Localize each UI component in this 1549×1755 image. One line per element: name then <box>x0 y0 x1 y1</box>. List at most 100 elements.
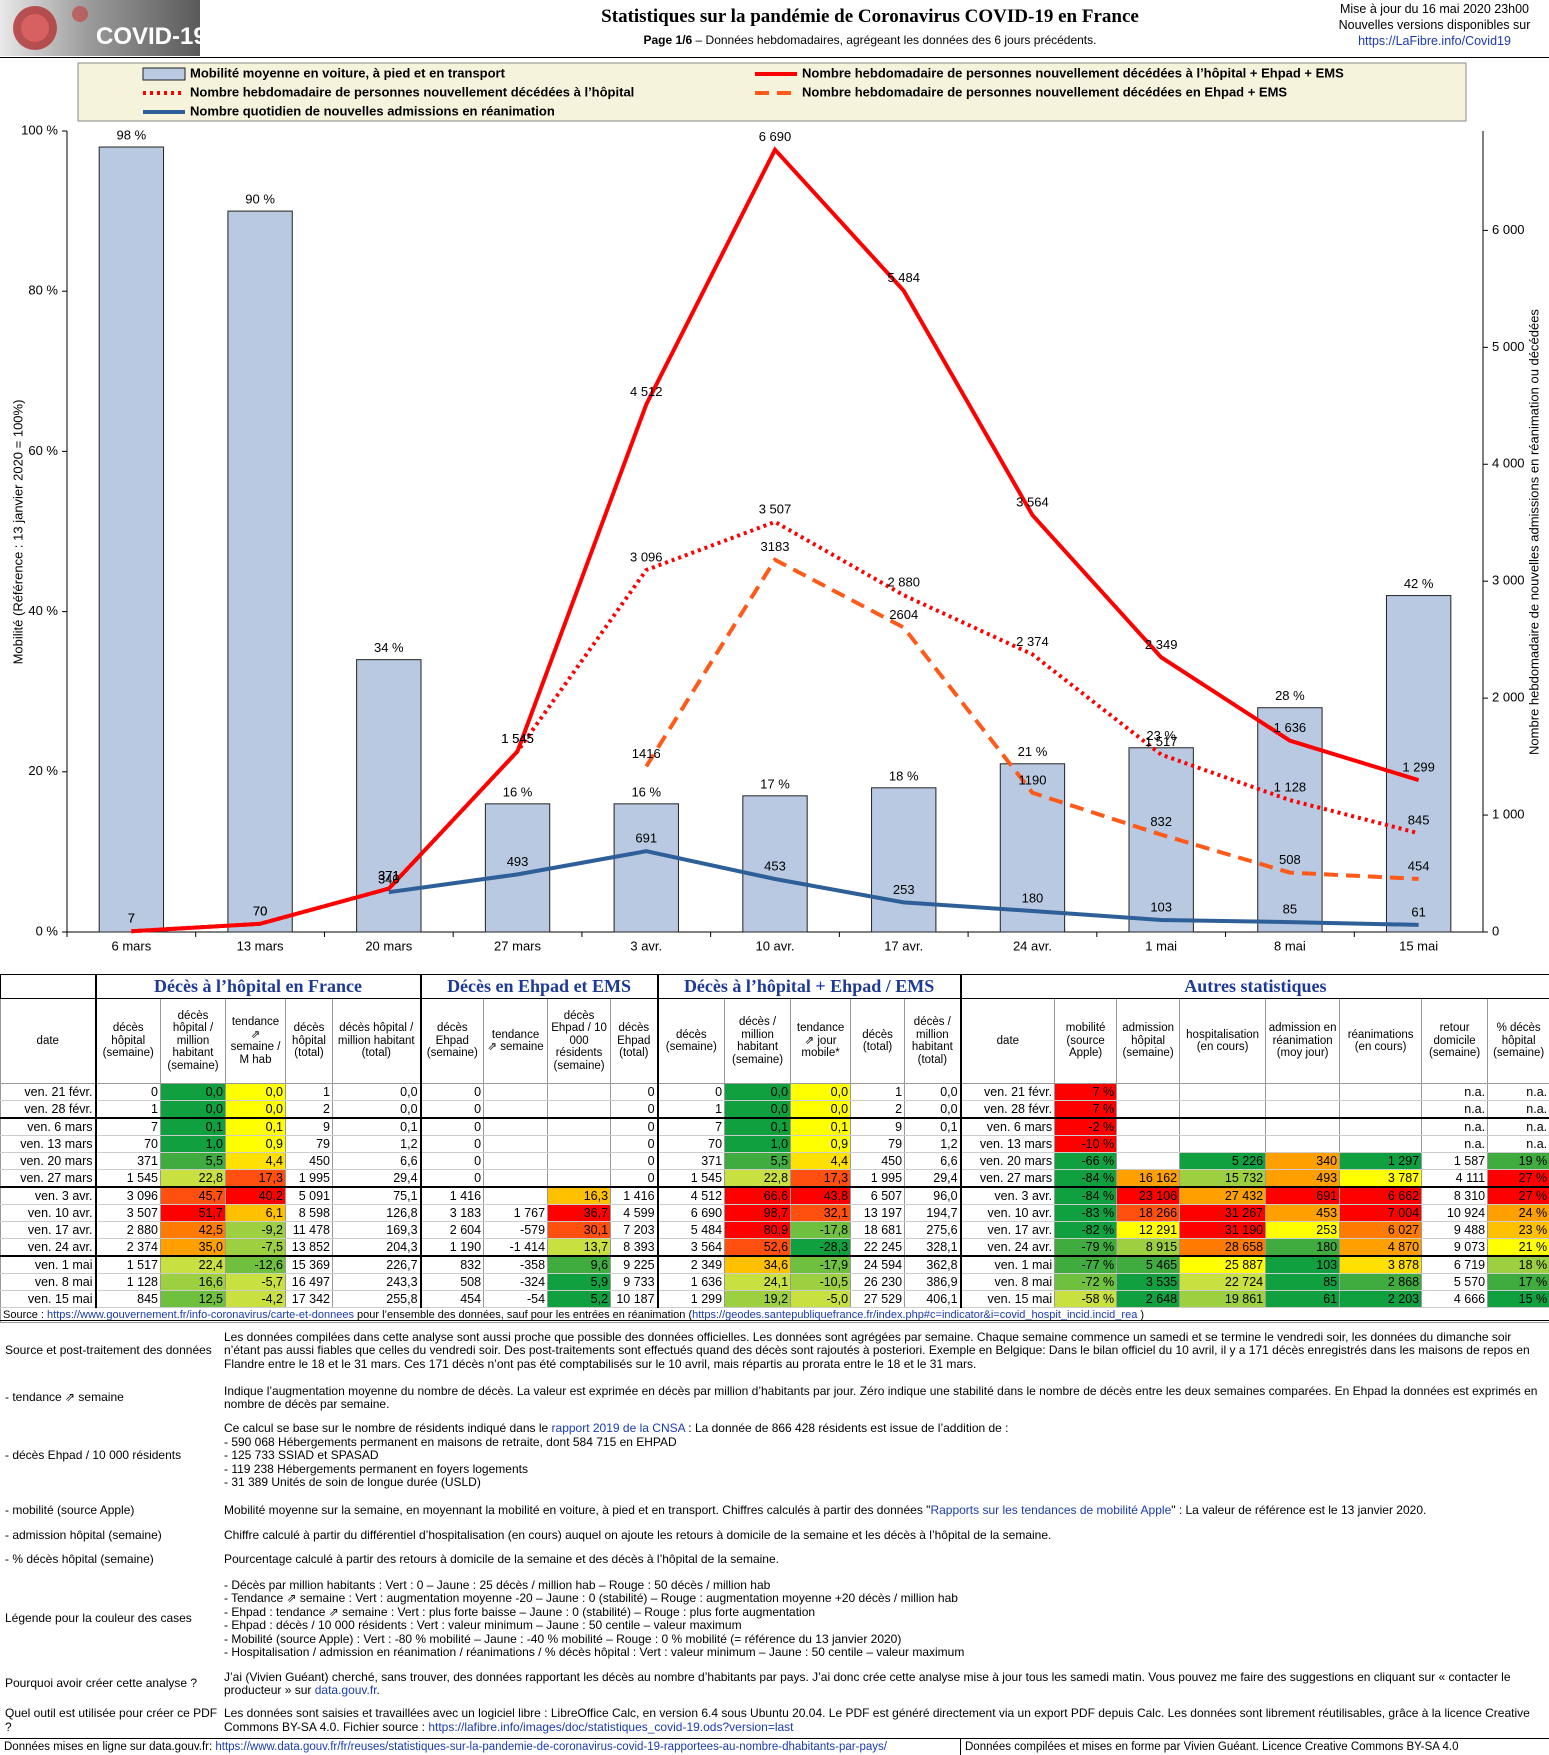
table-row: ven. 6 mars 7 0,1 0,1 9 0,1 0 0 7 0,1 0,1 9 0,1 ven. … <box>0 1117 1549 1136</box>
data-label: 70 <box>253 903 267 918</box>
table-cell: 0 <box>610 1100 659 1119</box>
table-cell: 2 374 <box>94 1238 161 1257</box>
table-cell: 17,3 <box>225 1169 286 1188</box>
table-cell: 13 197 <box>850 1204 906 1222</box>
y2-axis-title: Nombre hebdomadaire de nouvelles admissi… <box>1526 309 1541 755</box>
legend-label: Nombre hebdomadaire de personnes nouvell… <box>802 65 1344 80</box>
note-line: Ce calcul se base sur le nombre de résid… <box>224 1422 1541 1436</box>
table-cell: 454 <box>419 1290 485 1308</box>
table-cell: 0,1 <box>724 1117 792 1136</box>
link[interactable]: https://lafibre.info/images/doc/statisti… <box>428 1719 794 1734</box>
note-label: Quel outil est utilisée pour créer ce PD… <box>5 1706 218 1734</box>
table-cell: 0,0 <box>331 1100 422 1119</box>
y2-tick-label: 6 000 <box>1492 222 1525 237</box>
text: - Tendance ⇗ semaine : Vert : augmentati… <box>224 1591 958 1605</box>
data-label: 845 <box>1408 813 1430 828</box>
table-cell: ven. 6 mars <box>0 1117 96 1136</box>
data-label: 61 <box>1411 904 1425 919</box>
data-label: 3 507 <box>759 501 792 516</box>
table-cell: ven. 17 avr. <box>959 1221 1056 1239</box>
data-label: 16 % <box>631 784 661 799</box>
column-header: décès hôpital (total) <box>285 998 333 1084</box>
group-header: Décès à l’hôpital en France <box>94 974 422 999</box>
table-cell: 51,7 <box>160 1204 226 1222</box>
link[interactable]: https://www.gouvernement.fr/info-coronav… <box>47 1308 354 1321</box>
column-header: admission en réanimation (moy jour) <box>1265 998 1341 1084</box>
link[interactable]: Rapports sur les tendances de mobilité A… <box>930 1502 1172 1517</box>
link[interactable]: https://geodes.santepubliquefrance.fr/in… <box>692 1308 1138 1321</box>
table-cell: 0,0 <box>790 1083 852 1101</box>
table-cell: 79 <box>285 1135 333 1153</box>
table-cell: 26 230 <box>850 1273 906 1291</box>
table-cell <box>547 1152 612 1170</box>
table-cell: 1 128 <box>94 1273 161 1291</box>
data-label: 1 299 <box>1402 760 1435 775</box>
data-label: 7 <box>128 911 135 926</box>
table-cell <box>1116 1117 1181 1136</box>
table-cell: 243,3 <box>331 1273 422 1291</box>
table-cell: 16 162 <box>1116 1169 1181 1188</box>
table-cell: ven. 1 mai <box>0 1255 96 1274</box>
text: - 119 238 Hébergements permanent en foye… <box>224 1461 528 1476</box>
text: - Ehpad : tendance ⇗ semaine : Vert : pl… <box>224 1604 816 1619</box>
group-header: Décès en Ehpad et EMS <box>419 974 659 999</box>
table-cell: 32,1 <box>790 1204 852 1222</box>
table-cell: 66,6 <box>724 1186 792 1205</box>
update-link[interactable]: https://LaFibre.info/Covid19 <box>1358 34 1511 48</box>
note-text: Ce calcul se base sur le nombre de résid… <box>224 1422 1549 1490</box>
note-label: - tendance ⇗ semaine <box>5 1390 124 1405</box>
data-label: 98 % <box>117 127 147 142</box>
logo: COVID-19 <box>0 0 200 56</box>
table-cell: -83 % <box>1054 1204 1118 1222</box>
link[interactable]: https://www.data.gouv.fr/fr/reuses/stati… <box>215 1741 887 1753</box>
link[interactable]: data.gouv.fr <box>314 1683 377 1697</box>
data-label: 340 <box>378 872 400 887</box>
table-cell: ven. 10 avr. <box>0 1204 96 1222</box>
table-cell: 0 <box>419 1135 485 1153</box>
data-label: 1 636 <box>1274 720 1307 735</box>
note-row: - % décès hôpital (semaine) Pourcentage c… <box>0 1548 1549 1572</box>
table-cell: ven. 6 mars <box>959 1117 1056 1136</box>
text: - Ehpad : décès / 10 000 résidents : Ver… <box>224 1618 742 1632</box>
table-cell: 3 183 <box>419 1204 485 1222</box>
y-tick-label: 0 % <box>36 923 59 938</box>
table-cell: 19 861 <box>1179 1290 1267 1308</box>
text: Source : <box>3 1308 48 1321</box>
note-line: Mobilité moyenne sur la semaine, en moye… <box>224 1502 1541 1518</box>
table-cell: 0,1 <box>904 1117 962 1136</box>
table-cell: 24 594 <box>850 1255 906 1274</box>
table-cell <box>483 1135 549 1153</box>
table-cell <box>483 1152 549 1170</box>
table-cell: 16 497 <box>285 1273 333 1291</box>
table-cell: 21 % <box>1487 1238 1549 1257</box>
table-row: ven. 21 févr. 0 0,0 0,0 1 0,0 0 0 0 0,0 0,0 1 0,0 ven… <box>0 1083 1549 1101</box>
table-row: ven. 20 mars 371 5,5 4,4 450 6,6 0 0 371 5,5 4,4 45… <box>0 1152 1549 1170</box>
bar <box>1257 707 1323 933</box>
table-cell <box>1339 1083 1423 1101</box>
data-label: 85 <box>1283 901 1297 916</box>
link[interactable]: rapport 2019 de la CNSA <box>551 1421 685 1436</box>
legend-label: Nombre quotidien de nouvelles admissions… <box>190 103 555 118</box>
table-cell: 27 % <box>1487 1186 1549 1205</box>
table-cell: 0,0 <box>331 1083 422 1101</box>
data-label: 3 564 <box>1016 495 1049 510</box>
table-cell: 2 203 <box>1339 1290 1423 1308</box>
table-cell: 22,8 <box>160 1169 226 1188</box>
table-cell: 1,2 <box>331 1135 422 1153</box>
text: Ce calcul se base sur le nombre de résid… <box>224 1421 552 1436</box>
y-axis-title: Mobilité (Référence : 13 janvier 2020 = … <box>10 400 25 665</box>
text: " : La valeur de référence est le 13 jan… <box>1171 1502 1427 1517</box>
table-cell: 508 <box>419 1273 485 1291</box>
chart: Mobilité (Référence : 13 janvier 2020 = … <box>10 62 1541 953</box>
table-cell: 7 203 <box>610 1221 659 1239</box>
table-cell: 4 666 <box>1421 1290 1489 1308</box>
table-cell: 4 870 <box>1339 1238 1423 1257</box>
table-cell: 5 226 <box>1179 1152 1267 1170</box>
note-line: - 31 389 Unités de soin de longue durée … <box>224 1476 1541 1490</box>
data-label: 371 <box>378 868 400 883</box>
note-line: - Hospitalisation / admission en réanima… <box>224 1645 1541 1660</box>
table-cell: 2 604 <box>419 1221 485 1239</box>
table-cell: 70 <box>656 1135 726 1153</box>
table-cell <box>547 1135 612 1153</box>
table-cell: 450 <box>285 1152 333 1170</box>
